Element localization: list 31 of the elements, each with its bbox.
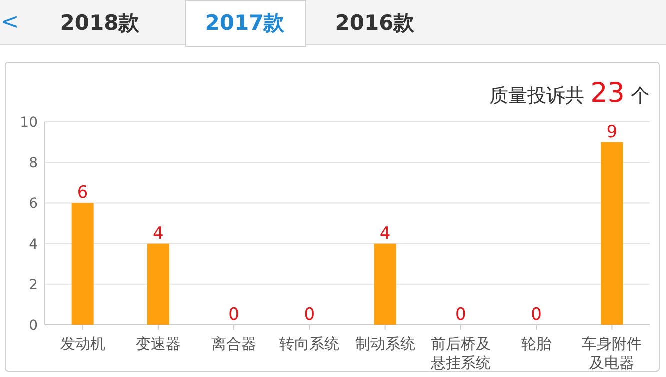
data-label: 0 bbox=[531, 305, 542, 325]
bar bbox=[147, 244, 170, 325]
y-tick-label: 2 bbox=[29, 277, 38, 294]
data-label: 0 bbox=[304, 305, 316, 325]
y-tick-label: 8 bbox=[29, 156, 38, 172]
text: < bbox=[0, 10, 20, 35]
data-label: 0 bbox=[456, 305, 466, 325]
data-label: 4 bbox=[153, 224, 164, 244]
y-tick-label: 0 bbox=[29, 318, 38, 334]
bar bbox=[72, 203, 94, 325]
y-tick-label: 10 bbox=[20, 115, 38, 131]
x-tick-label: 变速器 bbox=[136, 335, 181, 353]
data-label: 0 bbox=[228, 305, 240, 325]
y-tick-label: 4 bbox=[29, 236, 38, 253]
x-tick-label: 车身附件及电器 bbox=[582, 335, 642, 372]
x-tick-label: 轮胎 bbox=[522, 335, 552, 353]
x-tick-label: 转向系统 bbox=[280, 335, 340, 353]
text: 2016款 bbox=[335, 11, 416, 35]
text: 2018款 bbox=[60, 11, 141, 35]
y-tick-label: 6 bbox=[29, 196, 38, 212]
x-tick-label: 制动系统 bbox=[355, 335, 416, 353]
x-tick-label: 离合器 bbox=[212, 335, 257, 353]
x-tick-label: 发动机 bbox=[60, 335, 106, 353]
x-tick-label: 前后桥及悬挂系统 bbox=[430, 335, 491, 372]
data-label: 4 bbox=[380, 224, 391, 244]
bar bbox=[601, 142, 624, 325]
data-label: 9 bbox=[606, 122, 618, 142]
text: 2017款 bbox=[205, 11, 286, 35]
data-label: 6 bbox=[77, 183, 88, 204]
bar bbox=[374, 244, 396, 325]
chart-title: 质量投诉共 23 个 bbox=[490, 78, 650, 109]
